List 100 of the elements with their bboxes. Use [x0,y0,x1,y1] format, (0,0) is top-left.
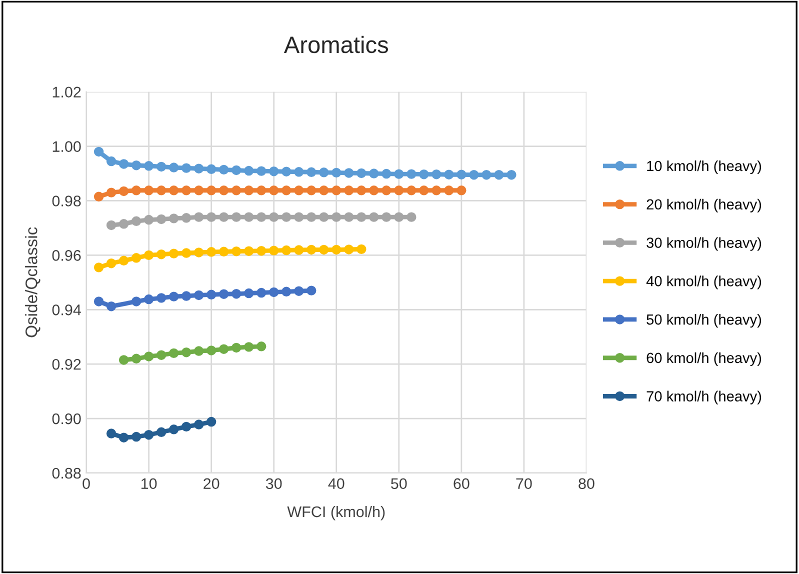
point [268,246,279,256]
x-tick-label: 50 [391,478,407,490]
point [156,186,166,196]
point [306,186,316,196]
x-axis-title: WFCI (kmol/h) [287,506,385,520]
point [181,248,192,258]
point [218,186,229,196]
point [419,169,429,180]
point [268,287,279,298]
point [206,247,216,257]
point [194,164,204,174]
point [356,244,366,254]
legend-label: 50 kmol/h (heavy) [646,314,762,328]
point [282,286,292,297]
y-tick-label: 0.92 [52,358,81,370]
y-tick-label: 0.88 [52,468,81,479]
point [231,246,242,256]
point [131,296,142,306]
point [256,288,266,298]
point [494,170,504,180]
legend-label: 10 kmol/h (heavy) [647,160,762,174]
point [168,292,179,302]
point [244,212,254,222]
point [256,342,266,352]
point [356,168,366,178]
point [332,212,342,222]
point [106,188,116,198]
point [394,186,404,196]
point [181,348,192,358]
point [332,244,342,255]
point [194,212,204,222]
point [344,244,354,254]
x-tick-label: 80 [578,478,594,490]
point [244,246,254,256]
y-tick-label: 0.94 [52,304,81,316]
point [344,168,354,178]
point [131,216,142,226]
legend-label: 30 kmol/h (heavy) [646,237,762,251]
point [206,212,216,222]
point [394,169,404,179]
point [231,212,242,222]
y-tick-label: 1.00 [52,141,81,152]
point [256,212,266,222]
point [144,214,154,225]
x-tick-label: 20 [204,478,220,490]
point [256,166,266,176]
point [118,186,129,196]
point [156,214,166,224]
point [118,256,129,266]
point [206,290,216,300]
point [344,186,354,196]
point [131,253,142,263]
point [268,212,279,222]
point [194,346,204,356]
point [382,186,392,196]
point [106,258,116,268]
point [231,342,242,353]
point [131,160,142,170]
point [306,286,316,296]
point [194,248,204,258]
point [294,286,304,296]
point [382,212,392,222]
point [369,186,379,196]
point [118,355,129,365]
point [268,186,279,196]
x-tick-label: 40 [328,478,344,490]
point [94,146,104,157]
point [244,186,254,196]
point [144,294,154,304]
point [231,288,242,299]
point [206,164,216,174]
point [181,422,192,432]
point [456,186,466,196]
point [168,348,179,358]
point [382,168,392,179]
point [282,166,292,176]
point [244,342,254,352]
x-tick-label: 70 [516,478,532,490]
point [244,166,254,176]
point [118,219,129,229]
point [218,289,229,299]
point [168,162,179,172]
point [332,168,342,178]
point [106,302,116,312]
point [369,168,379,178]
point [194,420,204,430]
point [131,186,142,196]
point [268,166,279,176]
point [319,212,329,222]
y-tick-label: 0.96 [52,250,81,261]
point [218,212,229,222]
point [444,170,454,180]
point [306,167,316,178]
point [206,346,216,356]
point [369,212,379,222]
point [144,352,154,362]
legend-label: 20 kmol/h (heavy) [646,198,762,212]
point [181,186,192,196]
point [144,161,154,171]
point [444,186,454,196]
